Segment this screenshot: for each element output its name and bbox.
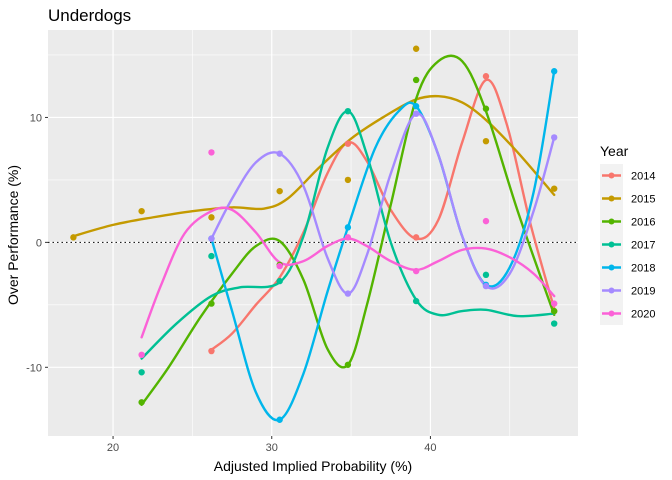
legend-key-point [608, 218, 615, 225]
data-point-2020 [138, 351, 145, 358]
legend-label: 2014 [631, 171, 655, 183]
data-point-2020 [276, 262, 283, 270]
legend-item-2018: 2018 [600, 256, 655, 279]
data-point-2017 [550, 320, 558, 327]
data-point-2016 [344, 361, 352, 368]
data-point-2016 [482, 105, 490, 112]
data-point-2015 [208, 214, 215, 221]
axes: 20 30 40 -10 0 10 [26, 112, 436, 454]
data-point-2020 [412, 267, 420, 275]
data-point-2015 [138, 207, 145, 215]
legend-label: 2018 [631, 263, 655, 275]
data-point-2017 [276, 277, 283, 285]
grid [48, 30, 578, 436]
legend-title: Year [600, 143, 629, 159]
data-point-2016 [138, 399, 145, 406]
legend: Year 2014 2015 2016 2017 2018 2019 2020 [600, 143, 655, 325]
data-point-2015 [482, 137, 490, 145]
data-point-2018 [276, 416, 283, 423]
legend-label: 2019 [631, 286, 655, 298]
data-point-2020 [550, 300, 558, 307]
data-point-2014 [344, 140, 352, 147]
legend-item-2016: 2016 [600, 210, 655, 233]
data-point-2020 [208, 149, 215, 156]
data-point-2015 [550, 185, 558, 192]
legend-key-point [608, 264, 615, 271]
legend-item-2014: 2014 [600, 164, 655, 187]
data-point-2014 [482, 73, 490, 80]
data-point-2015 [344, 176, 352, 184]
data-point-2019 [482, 282, 490, 290]
fit-line-2016 [140, 54, 556, 406]
data-points [70, 45, 558, 423]
fit-line-2018 [210, 70, 556, 422]
x-tick-label: 30 [266, 442, 278, 454]
data-point-2016 [208, 300, 215, 307]
data-point-2019 [344, 290, 352, 297]
legend-label: 2016 [631, 217, 655, 229]
data-point-2019 [276, 150, 283, 157]
legend-item-2015: 2015 [600, 187, 655, 210]
data-point-2016 [412, 76, 420, 84]
x-axis-title: Adjusted Implied Probability (%) [214, 458, 412, 474]
data-point-2019 [208, 235, 215, 242]
data-point-2017 [344, 108, 352, 115]
data-point-2015 [70, 234, 77, 241]
x-tick-label: 40 [424, 442, 436, 454]
plot-panel [48, 30, 578, 436]
fit-line-2017 [140, 110, 556, 360]
data-point-2018 [412, 103, 420, 110]
legend-key-point [608, 241, 615, 248]
data-point-2015 [276, 187, 283, 195]
legend-label: 2017 [631, 240, 655, 252]
y-axis-title: Over Performance (%) [5, 165, 21, 305]
legend-label: 2015 [631, 194, 655, 206]
legend-item-2017: 2017 [600, 233, 655, 256]
fit-line-2019 [210, 112, 556, 295]
data-point-2017 [482, 271, 490, 279]
data-point-2018 [550, 68, 558, 75]
data-point-2017 [208, 252, 215, 260]
data-point-2017 [138, 369, 145, 376]
data-point-2016 [550, 307, 558, 315]
chart-title: Underdogs [48, 6, 131, 25]
data-point-2014 [412, 234, 420, 241]
x-tick-label: 20 [107, 442, 119, 454]
legend-key-point [608, 195, 615, 202]
legend-item-2019: 2019 [600, 279, 655, 302]
data-point-2020 [344, 234, 352, 241]
y-tick-label: 0 [36, 237, 42, 249]
data-point-2020 [482, 217, 490, 225]
fit-line-2015 [72, 94, 556, 238]
data-point-2019 [550, 134, 558, 141]
legend-label: 2020 [631, 309, 655, 321]
y-tick-label: -10 [26, 362, 42, 374]
data-point-2014 [208, 347, 215, 355]
data-point-2017 [412, 297, 420, 305]
legend-item-2020: 2020 [600, 302, 655, 325]
legend-key-point [608, 172, 615, 179]
data-point-2018 [344, 224, 352, 231]
legend-key-point [608, 287, 615, 294]
y-tick-label: 10 [30, 112, 42, 124]
fit-lines [72, 54, 556, 422]
data-point-2015 [412, 45, 420, 52]
data-point-2019 [412, 110, 420, 117]
legend-key-point [608, 310, 615, 317]
